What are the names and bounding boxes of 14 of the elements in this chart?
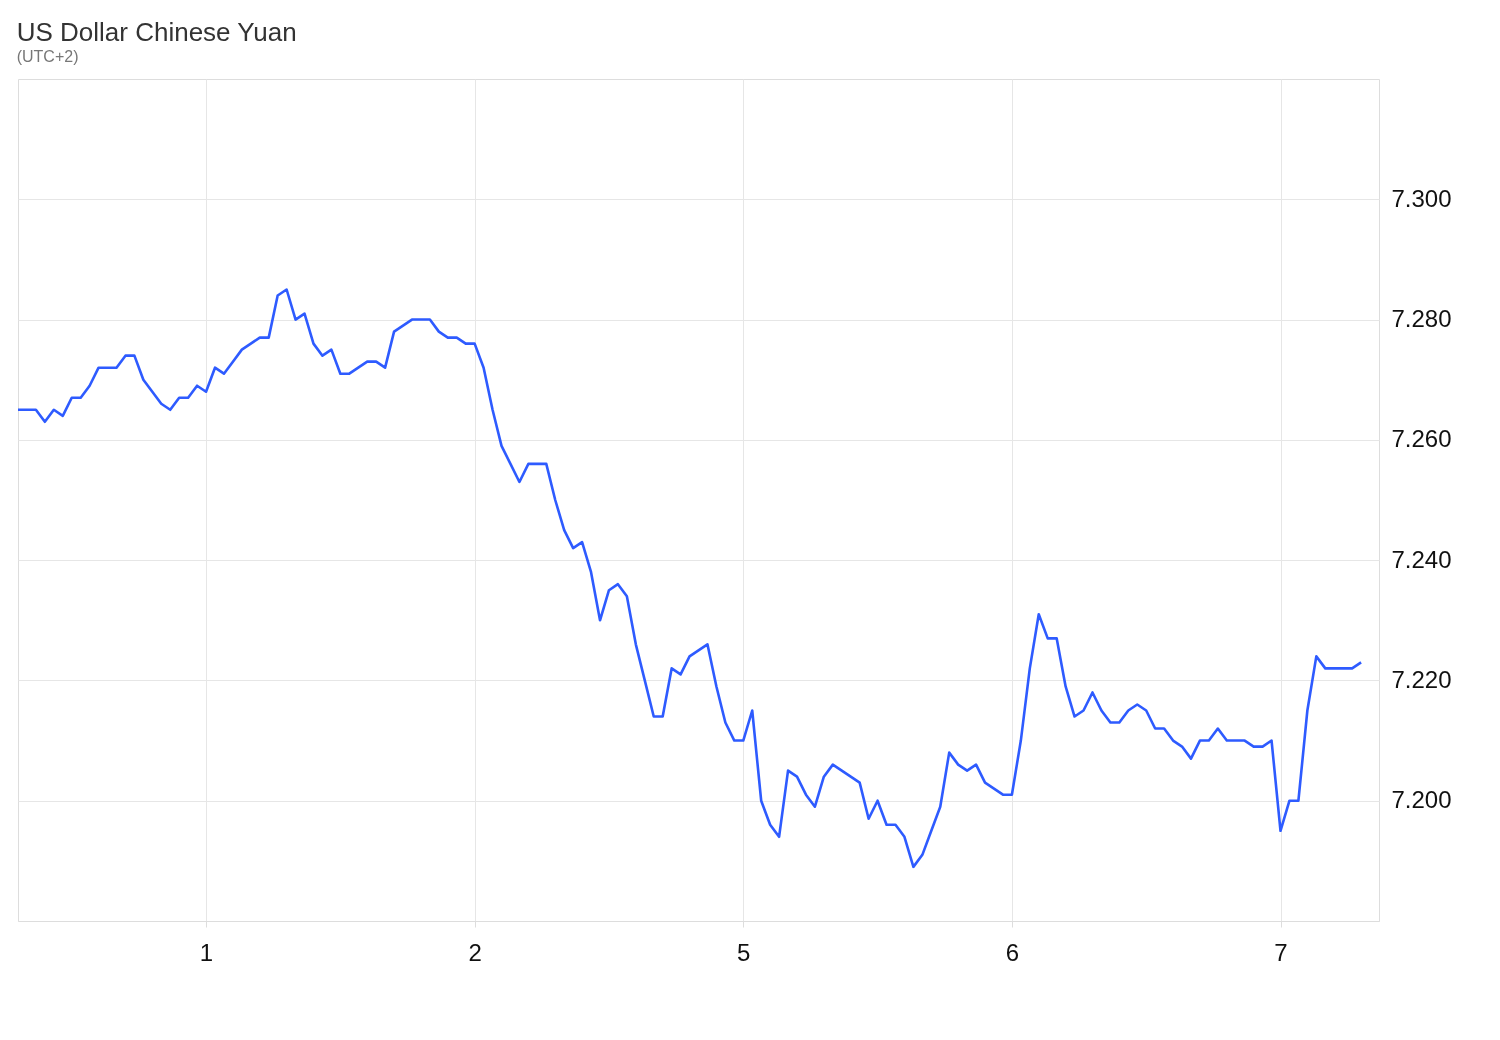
line-series <box>16 288 1363 869</box>
y-tick-label: 7.220 <box>1391 665 1452 693</box>
y-tick-label: 7.280 <box>1391 305 1452 333</box>
x-tick-label: 2 <box>468 938 482 966</box>
x-tick-label: 5 <box>737 938 751 966</box>
x-tick-label: 1 <box>199 938 214 966</box>
x-tick-label: 7 <box>1274 938 1288 966</box>
y-tick-label: 7.240 <box>1391 545 1452 573</box>
y-tick-label: 7.300 <box>1391 184 1452 212</box>
y-tick-label: 7.200 <box>1391 786 1452 814</box>
chart-title: US Dollar Chinese Yuan <box>16 17 297 47</box>
chart-subtitle: (UTC+2) <box>16 48 79 65</box>
y-tick-label: 7.260 <box>1391 425 1452 453</box>
x-tick-label: 6 <box>1005 938 1020 966</box>
